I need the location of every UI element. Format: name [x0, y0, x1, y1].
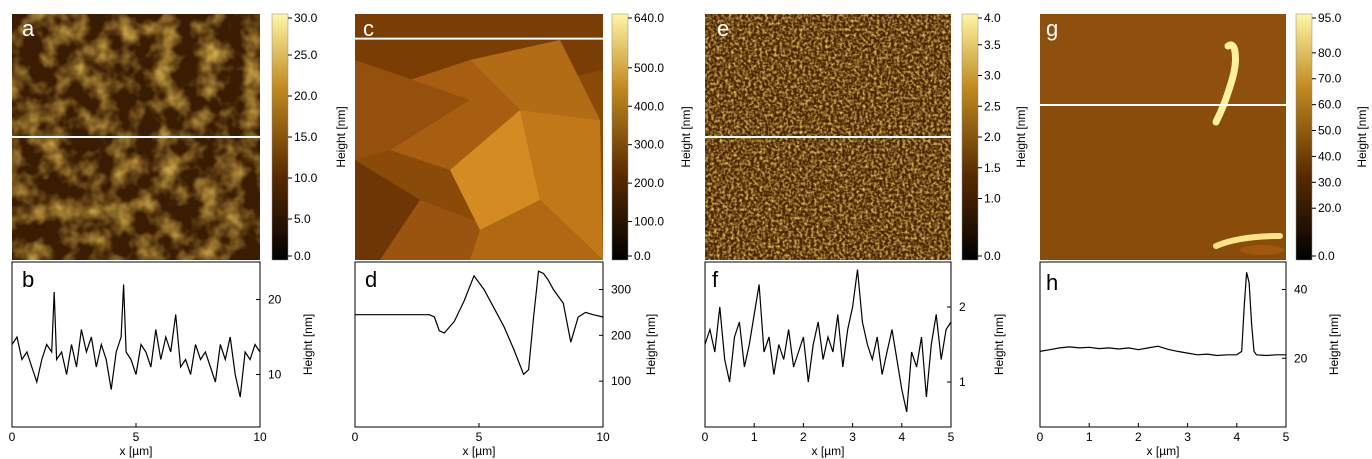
colorbar-ticks-a: 30.0 25.0 20.0 15.0 10.0 5.0 0.0	[288, 11, 318, 263]
x-tick-label: 4	[898, 430, 905, 444]
colorbar-tick-label: 0.0	[294, 249, 311, 263]
colorbar-tick-label: 30.0	[1318, 175, 1342, 189]
colorbar-title-g: Height [nm]	[1355, 106, 1369, 167]
x-axis-title: x [µm]	[812, 444, 845, 458]
colorbar-tick-label: 5.0	[294, 212, 311, 226]
afm-image-c	[355, 14, 603, 260]
profile-line	[11, 284, 261, 398]
colorbar-tick-label: 2.5	[984, 99, 1001, 113]
colorbar-title-a: Height [nm]	[334, 106, 348, 167]
profile-plot-d: 0 5 10 x [µm] 100 200 300 Height [nm]	[352, 261, 658, 458]
x-tick-label: 2	[800, 430, 807, 444]
x-tick-label: 10	[596, 430, 610, 444]
colorbar-tick-label: 0.0	[1318, 249, 1335, 263]
colorbar-tick-label: 60.0	[1318, 98, 1342, 112]
profile-plot-f: 0 1 2 3 4 5 x [µm] 1 2 Height [nm]	[702, 261, 1006, 458]
colorbar-tick-label: 40.0	[1318, 149, 1342, 163]
x-axis-title: x [µm]	[463, 444, 496, 458]
profile-line	[704, 269, 952, 413]
colorbar-tick-label: 400.0	[634, 99, 664, 113]
y-tick-label: 20	[268, 293, 282, 307]
x-tick-label: 1	[1086, 430, 1093, 444]
x-axis-title: x [µm]	[120, 444, 153, 458]
colorbar-tick-label: 300.0	[634, 138, 664, 152]
colorbar-tick-label: 1.5	[984, 161, 1001, 175]
x-tick-label: 3	[849, 430, 856, 444]
y-tick-label: 300	[611, 283, 631, 297]
colorbar-tick-label: 0.0	[984, 249, 1001, 263]
colorbar-tick-label: 20.0	[294, 89, 318, 103]
colorbar-tick-label: 1.0	[984, 192, 1001, 206]
colorbar-tick-label: 15.0	[294, 130, 318, 144]
colorbar-tick-label: 0.0	[634, 249, 651, 263]
x-tick-label: 5	[476, 430, 483, 444]
x-tick-label: 5	[948, 430, 955, 444]
y-tick-label: 40	[1294, 283, 1308, 297]
x-tick-label: 0	[9, 430, 16, 444]
colorbar-title-c: Height [nm]	[679, 106, 693, 167]
x-axis-title: x [µm]	[1147, 444, 1180, 458]
colorbar-tick-label: 30.0	[294, 11, 318, 25]
y-tick-label: 100	[611, 374, 631, 388]
y-axis-title: Height [nm]	[1327, 314, 1341, 375]
panel-letter-e: e	[717, 16, 729, 41]
panel-letter-d: d	[365, 267, 377, 292]
panel-letter-b: b	[22, 267, 34, 292]
x-tick-label: 5	[133, 430, 140, 444]
x-tick-label: 0	[352, 430, 359, 444]
y-tick-label: 1	[959, 375, 966, 389]
afm-image-g	[1040, 14, 1286, 260]
profile-plot-b: 0 5 10 x [µm] 10 20 Height [nm]	[9, 261, 315, 458]
profile-line	[355, 270, 604, 376]
colorbar-ticks-e: 4.0 3.5 3.0 2.5 2.0 1.5 1.0 0.0	[978, 11, 1001, 263]
colorbar-tick-label: 95.0	[1318, 11, 1342, 25]
x-tick-label: 10	[253, 430, 267, 444]
colorbar-tick-label: 2.0	[984, 130, 1001, 144]
colorbar-c	[611, 13, 629, 261]
panel-letter-a: a	[22, 16, 35, 41]
x-tick-label: 3	[1184, 430, 1191, 444]
y-tick-label: 2	[959, 300, 966, 314]
panel-letter-c: c	[363, 16, 374, 41]
y-tick-label: 10	[268, 368, 282, 382]
x-tick-label: 2	[1135, 430, 1142, 444]
x-tick-label: 0	[702, 430, 709, 444]
colorbar-tick-label: 200.0	[634, 176, 664, 190]
colorbar-ticks-c: 640.0 500.0 400.0 300.0 200.0 100.0 0.0	[628, 11, 664, 263]
colorbar-tick-label: 25.0	[294, 48, 318, 62]
y-tick-label: 20	[1294, 351, 1308, 365]
y-tick-label: 200	[611, 328, 631, 342]
y-axis-title: Height [nm]	[992, 314, 1006, 375]
x-tick-label: 1	[751, 430, 758, 444]
profile-line	[1039, 272, 1286, 357]
x-tick-label: 0	[1037, 430, 1044, 444]
colorbar-tick-label: 3.0	[984, 69, 1001, 83]
colorbar-tick-label: 50.0	[1318, 124, 1342, 138]
x-tick-label: 4	[1233, 430, 1240, 444]
panel-letter-h: h	[1046, 270, 1058, 295]
colorbar-g	[1295, 13, 1313, 261]
panel-letter-f: f	[712, 267, 719, 292]
colorbar-tick-label: 10.0	[294, 171, 318, 185]
colorbar-tick-label: 4.0	[984, 11, 1001, 25]
colorbar-title-e: Height [nm]	[1014, 106, 1028, 167]
colorbar-a	[271, 13, 289, 261]
x-tick-label: 5	[1283, 430, 1290, 444]
colorbar-tick-label: 3.5	[984, 38, 1001, 52]
panel-letter-g: g	[1046, 16, 1058, 41]
colorbar-tick-label: 500.0	[634, 61, 664, 75]
colorbar-tick-label: 100.0	[634, 215, 664, 229]
profile-plot-h: 0 1 2 3 4 5 x [µm] 20 40 Height [nm]	[1037, 261, 1341, 458]
colorbar-e	[961, 13, 979, 261]
colorbar-tick-label: 80.0	[1318, 46, 1342, 60]
y-axis-title: Height [nm]	[644, 314, 658, 375]
colorbar-tick-label: 70.0	[1318, 72, 1342, 86]
colorbar-ticks-g: 95.0 80.0 70.0 60.0 50.0 40.0 30.0 20.0 0.0	[1312, 11, 1342, 263]
colorbar-tick-label: 640.0	[634, 11, 664, 25]
colorbar-tick-label: 20.0	[1318, 201, 1342, 215]
y-axis-title: Height [nm]	[301, 314, 315, 375]
